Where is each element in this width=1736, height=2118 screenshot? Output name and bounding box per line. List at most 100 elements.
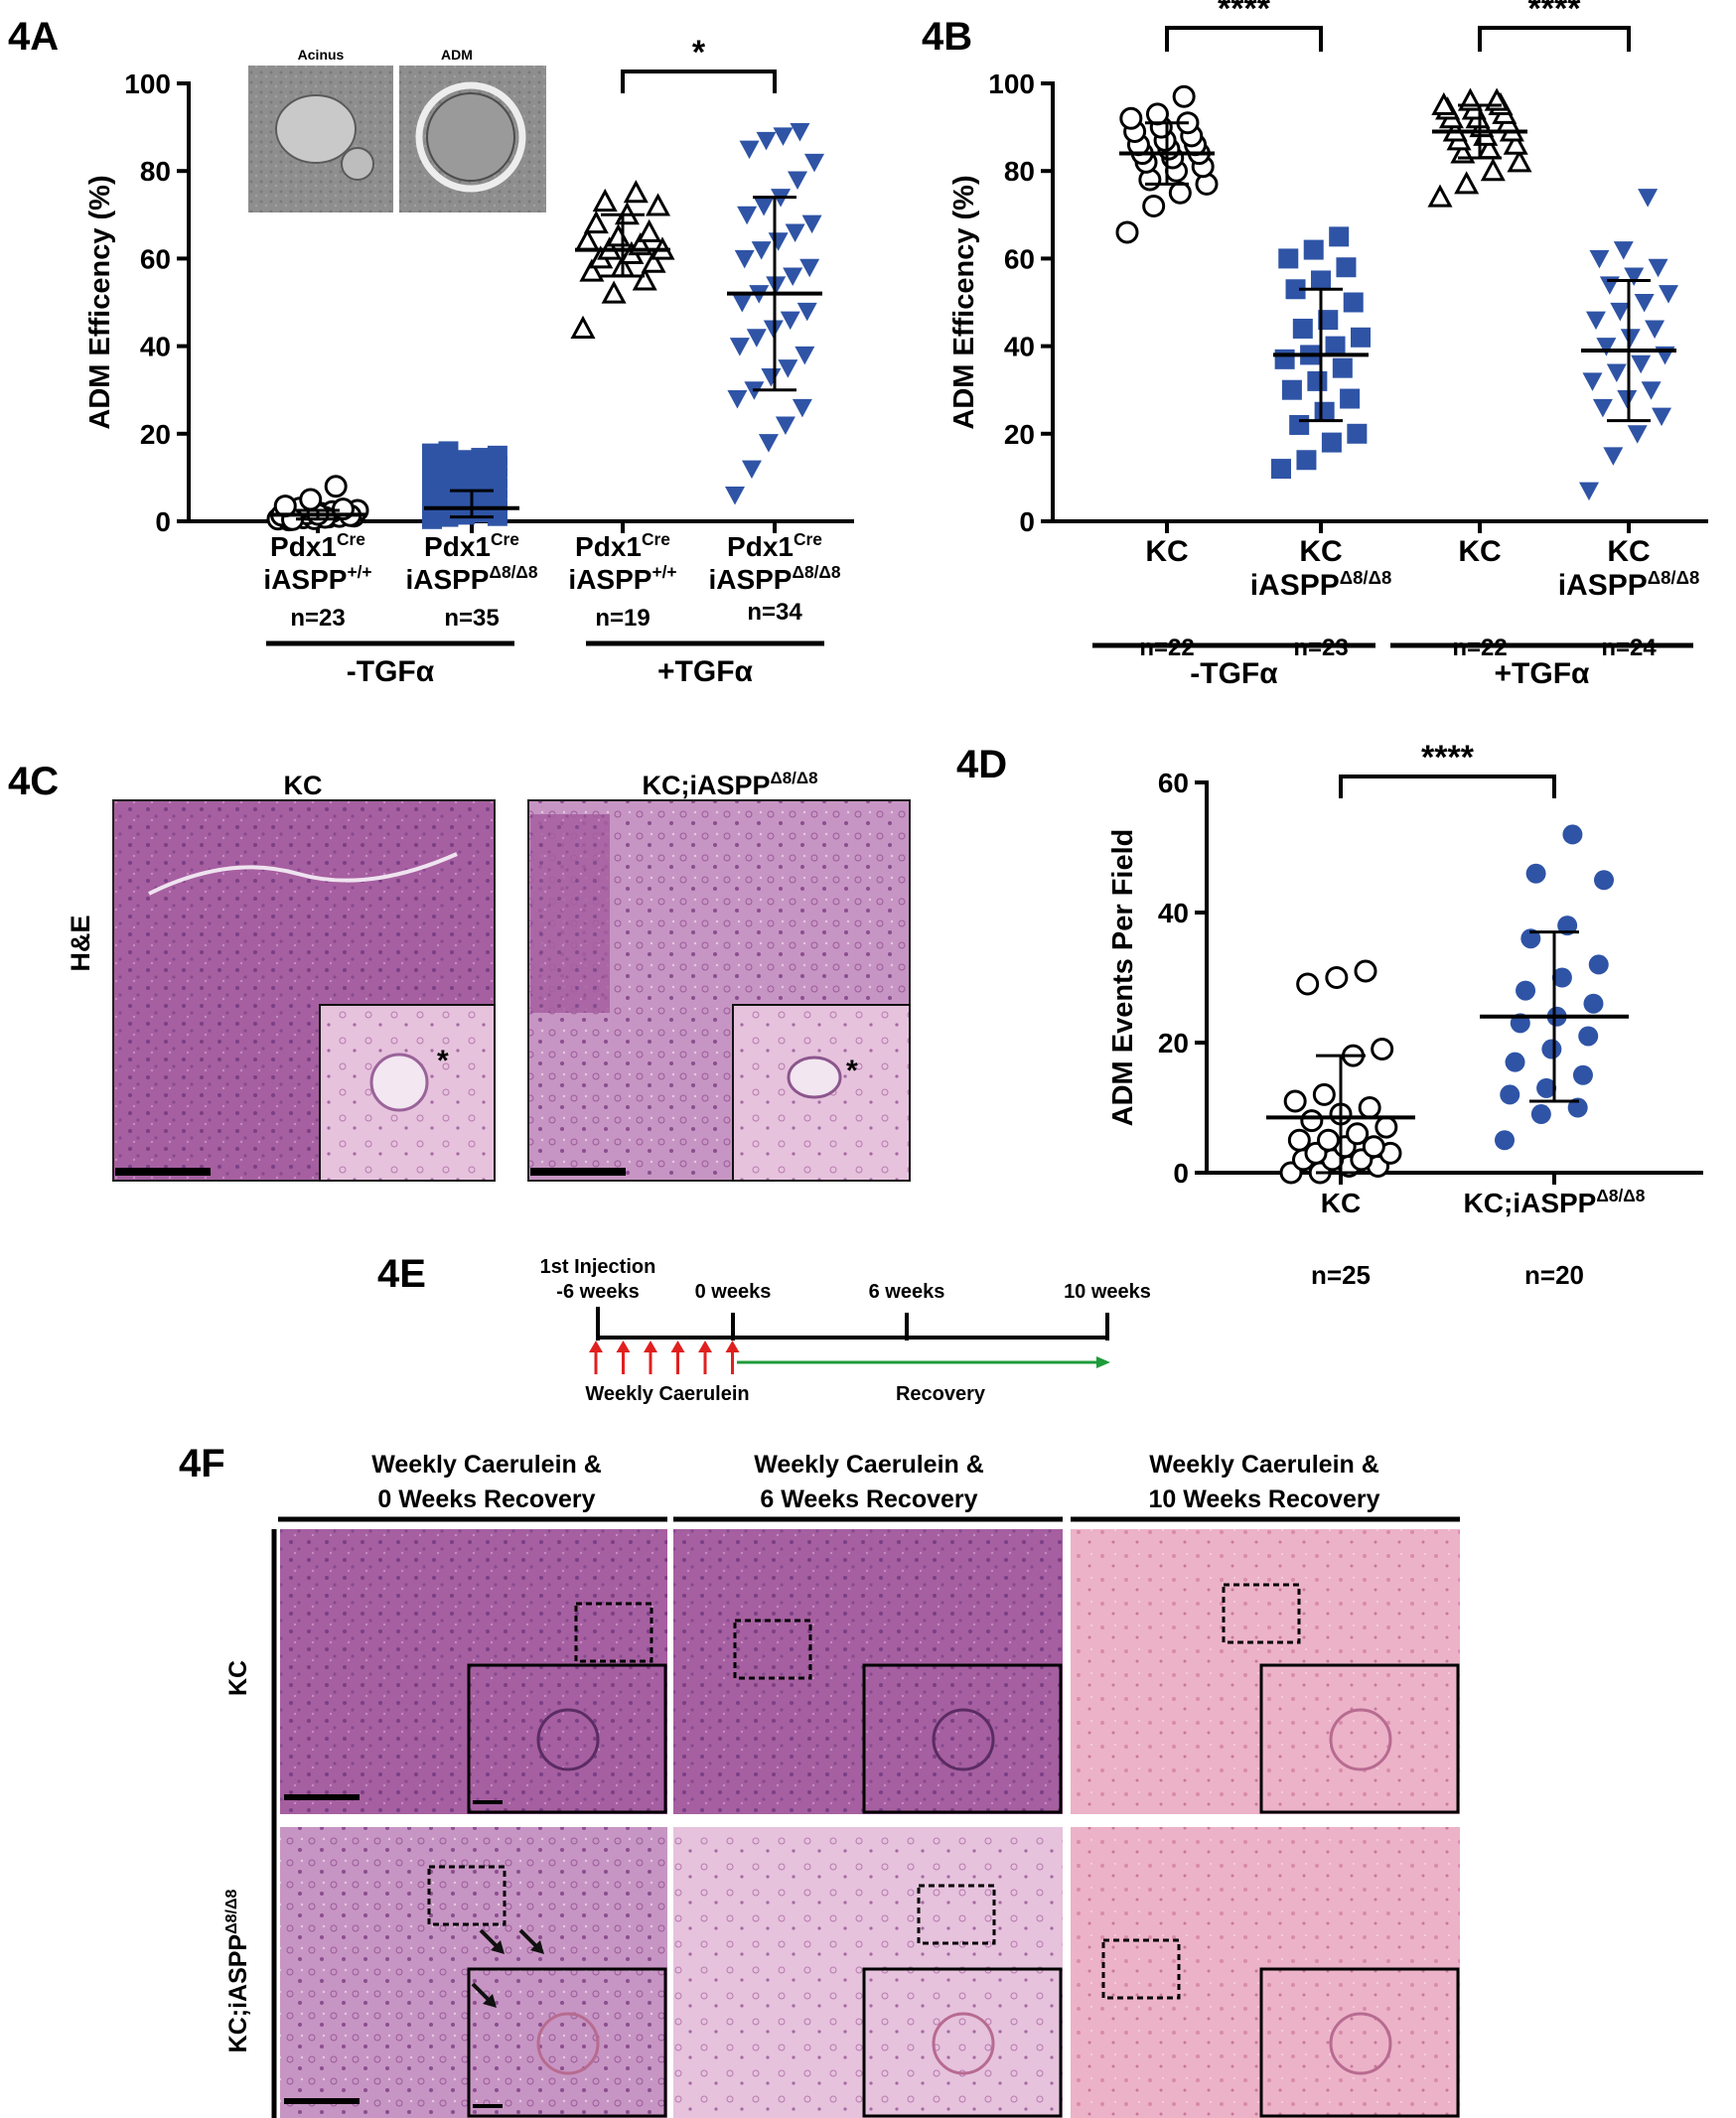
data-point	[1285, 279, 1306, 300]
data-point	[1592, 398, 1613, 418]
x-category-label: iASPP+/+	[263, 562, 371, 595]
zoom-region-box	[427, 1865, 506, 1926]
data-point	[783, 267, 803, 287]
data-point	[1274, 349, 1295, 369]
inset-label-adm: ADM	[441, 47, 473, 63]
x-category-label-text: iASPP	[1250, 569, 1340, 602]
col-label-kc-iaspp-text: KC;iASPP	[642, 771, 770, 800]
y-tick-label: 80	[140, 156, 171, 187]
data-point	[1624, 267, 1645, 287]
panel-4f: Weekly Caerulein & 0 Weeks Recovery Week…	[223, 1451, 1460, 2118]
micrograph-inset	[1259, 1967, 1460, 2118]
data-point	[1454, 171, 1480, 195]
data-point	[487, 505, 507, 526]
injection-arrow-head-icon	[698, 1341, 712, 1352]
col-label-10-weeks-l1: Weekly Caerulein &	[1149, 1451, 1379, 1479]
x-category-label: KC	[1458, 535, 1501, 568]
data-point	[1572, 1064, 1593, 1085]
data-point	[1172, 84, 1196, 108]
data-point	[1480, 158, 1506, 182]
row-label-kc: KC	[224, 1660, 252, 1696]
data-point	[1525, 863, 1546, 884]
scale-bar	[473, 2104, 503, 2108]
data-point	[1652, 407, 1672, 427]
zoom-region-box	[733, 1619, 812, 1680]
data-point	[1271, 459, 1291, 480]
data-point	[1596, 338, 1617, 356]
data-point	[804, 153, 824, 173]
x-category-label: iASPPΔ8/Δ8	[405, 562, 537, 595]
data-point	[1351, 327, 1371, 348]
data-point	[761, 367, 782, 387]
data-point	[1115, 220, 1139, 244]
data-point	[487, 445, 507, 466]
lesion-arrow-head-icon	[491, 1940, 505, 1954]
data-point	[583, 210, 609, 234]
data-point	[795, 346, 815, 365]
data-point	[1578, 1026, 1599, 1047]
x-category-label-sup: Cre	[794, 529, 822, 549]
data-point	[1347, 423, 1368, 444]
data-point	[606, 223, 632, 247]
data-point	[1311, 270, 1331, 291]
data-point	[1343, 292, 1364, 313]
x-category-label-text: KC	[1145, 535, 1188, 568]
data-point	[570, 315, 596, 339]
injection-arrows	[589, 1341, 740, 1374]
adm-lesion-icon	[787, 1056, 842, 1099]
data-point	[438, 441, 459, 462]
data-point	[1314, 401, 1335, 422]
data-point	[788, 171, 808, 191]
data-point	[1145, 102, 1169, 126]
data-point	[471, 448, 492, 469]
data-point	[1588, 954, 1609, 975]
data-point	[773, 127, 794, 146]
label-weekly-caerulein: Weekly Caerulein	[585, 1383, 749, 1405]
y-tick-label: 40	[140, 332, 171, 362]
col-label-kc-iaspp-sup: Δ8/Δ8	[770, 769, 817, 787]
data-point	[1530, 1104, 1551, 1125]
x-category-label: KC	[1607, 535, 1650, 568]
data-point	[796, 302, 817, 322]
col-label-0-weeks-l1: Weekly Caerulein &	[371, 1451, 602, 1479]
data-point	[1631, 354, 1652, 374]
x-category-label: KC	[1299, 535, 1342, 568]
data-point	[778, 359, 798, 378]
data-point	[1317, 1128, 1340, 1152]
data-point	[632, 267, 657, 291]
data-point	[1620, 329, 1641, 348]
data-point	[1289, 414, 1310, 435]
data-point	[1325, 336, 1346, 356]
data-point	[1307, 370, 1328, 391]
x-category-label: iASPPΔ8/Δ8	[1558, 567, 1700, 602]
significance-marker: ****	[1421, 739, 1475, 777]
data-point	[756, 131, 777, 151]
acinus-adm-inset: Acinus ADM	[248, 47, 546, 212]
data-point	[1603, 447, 1624, 466]
data-point	[1300, 1109, 1324, 1133]
data-point	[790, 123, 810, 142]
panel-label-4f: 4F	[179, 1442, 225, 1485]
y-tick-label: 100	[124, 69, 171, 99]
data-point	[1495, 1130, 1515, 1151]
data-point	[729, 338, 750, 356]
data-point	[1329, 226, 1350, 247]
scale-bar	[284, 1794, 360, 1800]
x-category-label-text: KC;iASPP	[1464, 1188, 1597, 1218]
data-point	[1296, 972, 1320, 996]
y-tick-label: 60	[140, 243, 171, 274]
data-point	[1321, 432, 1342, 453]
zoom-region-box	[1222, 1583, 1301, 1644]
data-point	[1567, 1097, 1588, 1118]
data-point	[1505, 1052, 1525, 1072]
data-point	[785, 223, 805, 242]
data-point	[737, 206, 758, 225]
data-point	[1659, 285, 1678, 304]
data-point	[799, 258, 820, 278]
x-category-label-sup: Δ8/Δ8	[792, 562, 840, 582]
x-category-label: KC;iASPPΔ8/Δ8	[1464, 1186, 1646, 1218]
data-point	[1562, 824, 1583, 845]
